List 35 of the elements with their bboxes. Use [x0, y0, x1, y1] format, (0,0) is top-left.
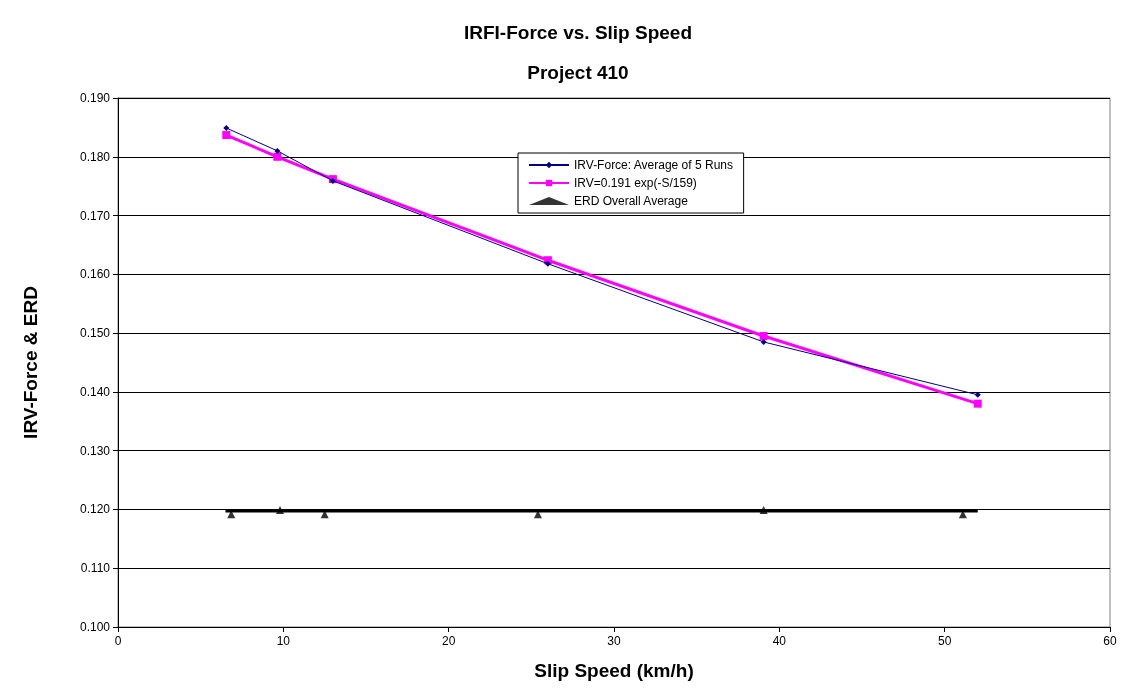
point — [544, 260, 551, 267]
x-tick-label: 10 — [276, 634, 291, 648]
chart-subtitle: Project 410 — [527, 62, 629, 83]
point — [759, 332, 768, 341]
y-tick-label: 0.180 — [79, 149, 111, 164]
y-tick-label: 0.130 — [79, 443, 111, 458]
point — [223, 124, 230, 131]
point — [760, 338, 767, 345]
point — [273, 152, 282, 161]
point — [759, 506, 768, 515]
legend-label: IRV=0.191 exp(-S/159) — [574, 176, 697, 190]
point — [276, 506, 285, 515]
legend-label: ERD Overall Average — [574, 194, 689, 208]
y-tick-label: 0.120 — [79, 502, 111, 517]
y-tick-label: 0.170 — [79, 208, 111, 223]
x-tick-label: 40 — [772, 634, 787, 648]
x-tick-label: 30 — [607, 634, 621, 648]
x-tick-label: 20 — [441, 634, 456, 648]
x-axis-title: Slip Speed (km/h) — [534, 660, 694, 681]
legend-label: IRV-Force: Average of 5 Runs — [574, 158, 733, 172]
x-tick-label: 0 — [114, 634, 122, 648]
y-tick-label: 0.100 — [79, 620, 111, 634]
y-tick-label: 0.110 — [80, 561, 111, 576]
x-tick-label: 50 — [937, 634, 952, 648]
y-tick-label: 0.150 — [79, 326, 111, 341]
point — [973, 399, 982, 408]
x-tick-label: 60 — [1103, 634, 1117, 648]
y-axis-title: IRV-Force & ERD — [20, 286, 41, 439]
y-tick-label: 0.190 — [79, 91, 111, 105]
point — [974, 391, 981, 398]
y-tick-label: 0.160 — [79, 267, 111, 282]
point — [222, 131, 231, 140]
y-tick-label: 0.140 — [79, 384, 111, 399]
point — [274, 147, 281, 154]
chart-title: IRFI-Force vs. Slip Speed — [463, 22, 693, 43]
